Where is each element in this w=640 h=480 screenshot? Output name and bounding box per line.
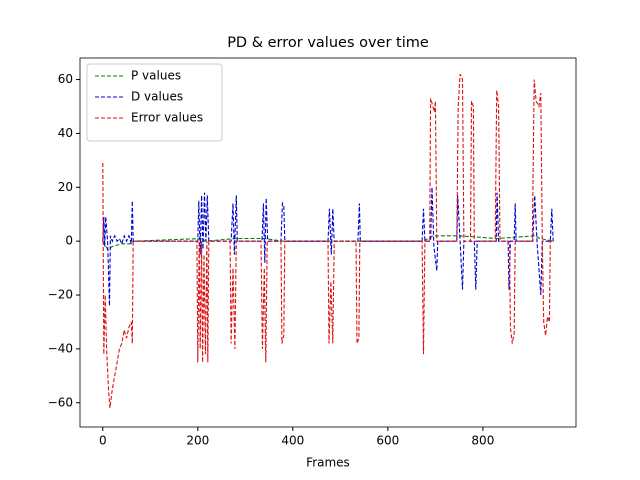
x-tick-label: 200 <box>186 434 209 448</box>
data-line <box>102 235 555 250</box>
data-line <box>102 73 555 409</box>
x-tick-label: 600 <box>376 434 399 448</box>
x-tick-label: 800 <box>471 434 494 448</box>
y-tick-label: 0 <box>65 234 73 248</box>
y-tick-label: −60 <box>48 395 73 409</box>
x-tick-label: 0 <box>99 434 107 448</box>
y-tick-label: −40 <box>48 341 73 355</box>
chart-title: PD & error values over time <box>227 35 429 51</box>
x-tick-label: 400 <box>281 434 304 448</box>
legend-label: P values <box>131 69 181 83</box>
y-tick-label: 60 <box>58 72 73 86</box>
y-tick-label: 20 <box>58 180 73 194</box>
x-axis-label: Frames <box>306 456 350 470</box>
legend-label: D values <box>131 90 183 104</box>
y-tick-label: 40 <box>58 126 73 140</box>
y-tick-label: −20 <box>48 288 73 302</box>
legend-label: Error values <box>131 111 203 125</box>
plot-frame <box>79 57 577 428</box>
legend-box <box>86 63 223 142</box>
